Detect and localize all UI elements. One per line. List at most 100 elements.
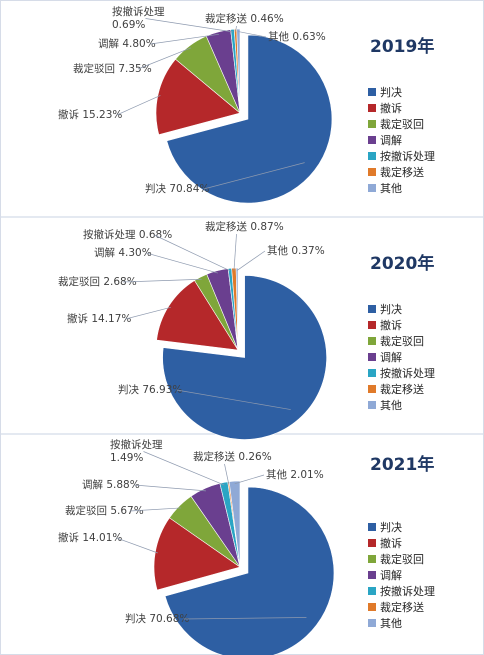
- legend-swatch-裁定移送: [368, 168, 376, 176]
- data-label-撤诉: 撤诉 14.01%: [58, 531, 122, 544]
- pie-slice-判决: [166, 34, 333, 204]
- pie-chart-2: 判决 70.68% 撤诉 14.01% 裁定驳回 5.67% 调解 5.88% 按撤诉处…: [58, 438, 435, 655]
- legend-swatch-裁定驳回: [368, 555, 376, 563]
- legend-label-裁定驳回: 裁定驳回: [380, 552, 424, 566]
- legend-label-调解: 调解: [380, 350, 402, 364]
- legend-label-裁定驳回: 裁定驳回: [380, 334, 424, 348]
- data-label-其他: 其他 0.37%: [267, 244, 325, 257]
- legend-swatch-调解: [368, 571, 376, 579]
- data-label-调解: 调解 4.80%: [98, 37, 156, 50]
- leader-line: [134, 484, 206, 492]
- pie-chart-1: 判决 76.93% 撤诉 14.17% 裁定驳回 2.68% 调解 4.30% 按撤诉处…: [58, 220, 435, 440]
- leader-line: [176, 389, 291, 410]
- data-label-调解: 调解 4.30%: [94, 246, 152, 259]
- chart-title: 2021年: [370, 454, 434, 475]
- legend-swatch-撤诉: [368, 321, 376, 329]
- legend-swatch-判决: [368, 88, 376, 96]
- legend-swatch-调解: [368, 353, 376, 361]
- legend-label-其他: 其他: [380, 399, 402, 412]
- leader-line: [150, 33, 219, 45]
- pie-slice-其他: [228, 480, 241, 568]
- data-label-判决: 判决 76.93%: [118, 384, 182, 396]
- leader-line: [116, 537, 158, 554]
- pie-slice-撤诉: [155, 58, 241, 136]
- legend-swatch-调解: [368, 136, 376, 144]
- pie-slice-判决: [162, 275, 327, 440]
- legend-swatch-裁定驳回: [368, 120, 376, 128]
- data-label-判决: 判决 70.68%: [125, 613, 189, 625]
- data-label-裁定驳回: 裁定驳回 5.67%: [65, 504, 144, 517]
- legend-label-撤诉: 撤诉: [380, 536, 402, 550]
- leader-line: [203, 162, 305, 190]
- leader-line: [116, 95, 161, 116]
- legend-swatch-按撤诉处理: [368, 369, 376, 377]
- leader-line: [143, 451, 225, 486]
- legend-label-按撤诉处理: 按撤诉处理: [380, 584, 435, 598]
- data-label-判决: 判决 70.84%: [145, 183, 209, 195]
- legend-swatch-其他: [368, 619, 376, 627]
- legend-swatch-按撤诉处理: [368, 152, 376, 160]
- data-label-调解: 调解 5.88%: [82, 478, 140, 491]
- legend-label-撤诉: 撤诉: [380, 318, 402, 332]
- legend-label-裁定移送: 裁定移送: [380, 600, 424, 614]
- leader-line: [125, 306, 171, 320]
- leader-line: [234, 474, 265, 485]
- data-label-裁定驳回: 裁定驳回 2.68%: [58, 275, 137, 288]
- leader-line: [122, 278, 202, 283]
- leader-line: [129, 507, 182, 512]
- pie-slice-判决: [164, 486, 335, 655]
- data-label-裁定移送: 裁定移送 0.46%: [205, 12, 284, 25]
- legend-label-判决: 判决: [380, 521, 402, 534]
- legend-label-其他: 其他: [380, 617, 402, 630]
- data-label-裁定移送: 裁定移送 0.87%: [205, 220, 284, 233]
- legend-swatch-其他: [368, 184, 376, 192]
- leader-line: [236, 250, 266, 271]
- pie-chart-0: 判决 70.84% 撤诉 15.23% 裁定驳回 7.35% 调解 4.80% 按撤诉处…: [58, 5, 435, 204]
- leader-line: [146, 252, 218, 274]
- legend-swatch-其他: [368, 401, 376, 409]
- data-label-撤诉: 撤诉 14.17%: [67, 312, 131, 325]
- data-label-其他: 其他 0.63%: [268, 30, 326, 43]
- chart-title: 2019年: [370, 36, 434, 57]
- data-label-撤诉: 撤诉 15.23%: [58, 108, 122, 121]
- legend-label-按撤诉处理: 按撤诉处理: [380, 366, 435, 380]
- legend-label-判决: 判决: [380, 86, 402, 99]
- data-label-按撤诉处理: 按撤诉处理 0.69%: [112, 5, 165, 31]
- legend-swatch-裁定驳回: [368, 337, 376, 345]
- pie-slice-撤诉: [153, 517, 241, 591]
- legend-label-裁定驳回: 裁定驳回: [380, 117, 424, 131]
- legend-label-裁定移送: 裁定移送: [380, 382, 424, 396]
- leader-line: [145, 18, 233, 33]
- legend-label-其他: 其他: [380, 182, 402, 195]
- legend-label-按撤诉处理: 按撤诉处理: [380, 149, 435, 163]
- legend-swatch-判决: [368, 523, 376, 531]
- data-label-按撤诉处理: 按撤诉处理 0.68%: [83, 228, 172, 241]
- legend-label-裁定移送: 裁定移送: [380, 165, 424, 179]
- data-label-裁定移送: 裁定移送 0.26%: [193, 450, 272, 463]
- leader-line: [235, 25, 237, 32]
- legend-swatch-判决: [368, 305, 376, 313]
- legend-swatch-裁定移送: [368, 385, 376, 393]
- legend-swatch-裁定移送: [368, 603, 376, 611]
- leader-line: [238, 31, 267, 38]
- legend-label-调解: 调解: [380, 133, 402, 147]
- legend-swatch-按撤诉处理: [368, 587, 376, 595]
- leader-line: [154, 234, 231, 272]
- legend-label-调解: 调解: [380, 568, 402, 582]
- data-label-其他: 其他 2.01%: [266, 468, 324, 481]
- leader-line: [233, 233, 237, 271]
- data-label-裁定驳回: 裁定驳回 7.35%: [73, 62, 152, 75]
- legend-swatch-撤诉: [368, 104, 376, 112]
- pie-slice-其他: [235, 267, 239, 351]
- leader-line: [224, 463, 230, 485]
- legend-label-判决: 判决: [380, 303, 402, 316]
- chart-title: 2020年: [370, 253, 434, 274]
- data-label-按撤诉处理: 按撤诉处理 1.49%: [110, 438, 163, 464]
- pie-slice-撤诉: [156, 280, 239, 351]
- leader-line: [137, 47, 192, 70]
- pie-slice-其他: [236, 28, 241, 114]
- legend-swatch-撤诉: [368, 539, 376, 547]
- legend-label-撤诉: 撤诉: [380, 101, 402, 115]
- leader-line: [183, 617, 307, 620]
